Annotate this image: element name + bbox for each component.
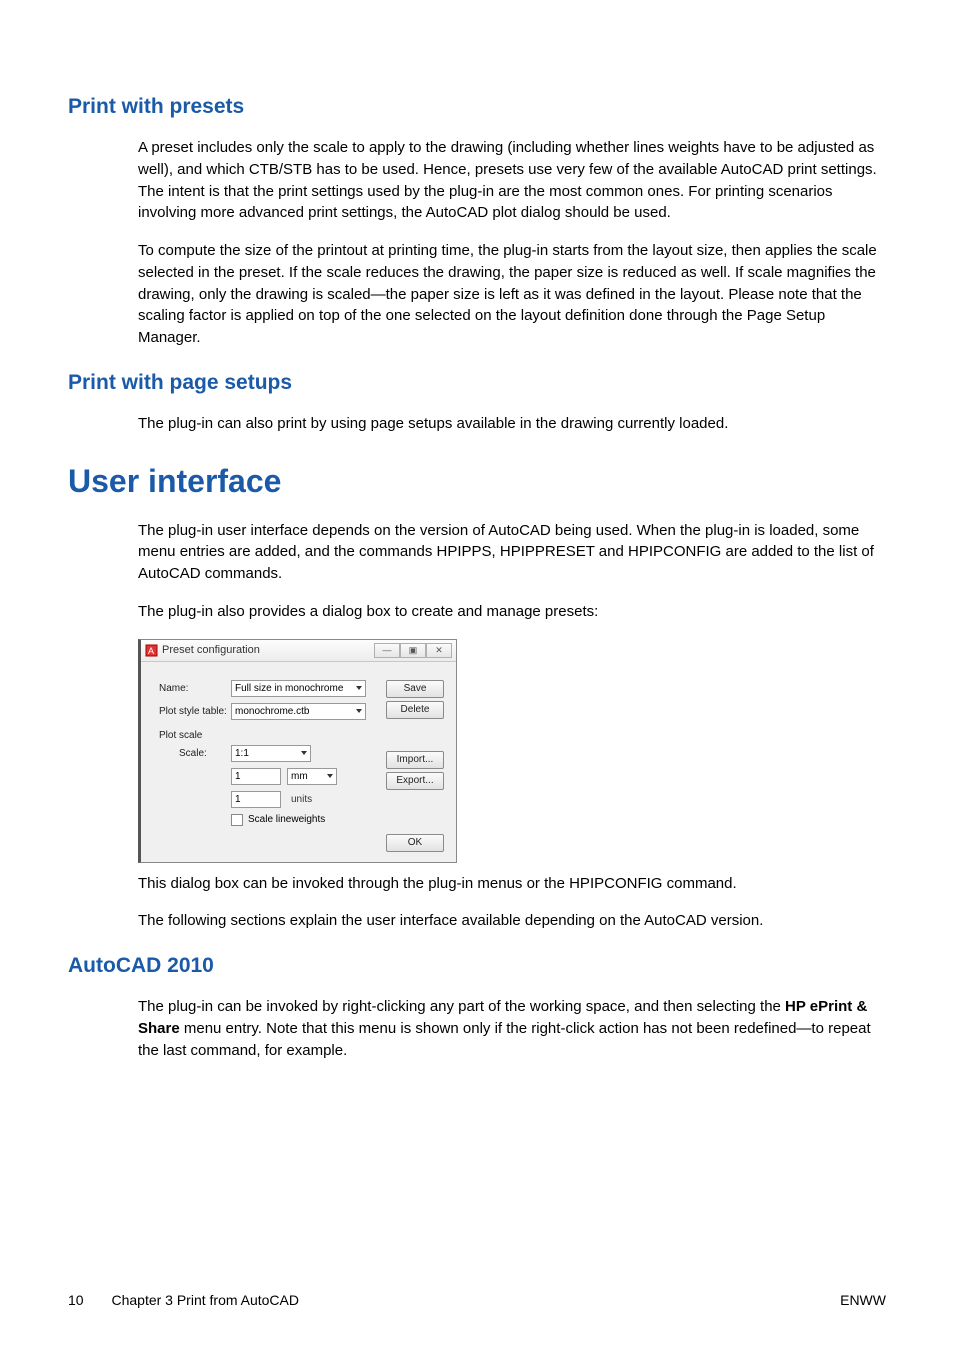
heading-print-with-page-setups: Print with page setups	[68, 371, 886, 395]
scale-value: 1:1	[235, 746, 249, 761]
units-label: units	[291, 794, 312, 805]
chevron-down-icon	[327, 774, 333, 778]
paragraph: The plug-in also provides a dialog box t…	[138, 601, 886, 623]
lineweights-label: Scale lineweights	[248, 814, 325, 825]
lineweights-checkbox[interactable]	[231, 814, 243, 826]
chevron-down-icon	[356, 686, 362, 690]
plotstyle-dropdown[interactable]: monochrome.ctb	[231, 703, 366, 720]
paragraph: The plug-in can also print by using page…	[138, 413, 886, 435]
svg-text:A: A	[148, 646, 154, 656]
close-button[interactable]: ✕	[426, 643, 452, 658]
ok-button[interactable]: OK	[386, 834, 444, 852]
heading-print-with-presets: Print with presets	[68, 95, 886, 119]
scale-unit-value: mm	[291, 769, 308, 784]
paragraph: This dialog box can be invoked through t…	[138, 873, 886, 895]
dialog-title: Preset configuration	[162, 644, 260, 656]
plotstyle-label: Plot style table:	[159, 706, 231, 717]
maximize-button[interactable]: ▣	[400, 643, 426, 658]
paragraph: A preset includes only the scale to appl…	[138, 137, 886, 224]
scale-dropdown[interactable]: 1:1	[231, 745, 311, 762]
export-button[interactable]: Export...	[386, 772, 444, 790]
scale-label: Scale:	[179, 748, 231, 759]
text-run: The plug-in can be invoked by right-clic…	[138, 998, 785, 1015]
save-button[interactable]: Save	[386, 680, 444, 698]
chapter-label: Chapter 3 Print from AutoCAD	[111, 1292, 299, 1308]
text-run: menu entry. Note that this menu is shown…	[138, 1020, 871, 1059]
scale-num2-value: 1	[235, 792, 241, 807]
delete-button[interactable]: Delete	[386, 701, 444, 719]
scale-num1-input[interactable]: 1	[231, 768, 281, 785]
lang-code: ENWW	[840, 1292, 886, 1308]
name-value: Full size in monochrome	[235, 681, 343, 696]
page-footer: 10 Chapter 3 Print from AutoCAD ENWW	[68, 1292, 886, 1308]
paragraph: The following sections explain the user …	[138, 910, 886, 932]
paragraph: The plug-in can be invoked by right-clic…	[138, 996, 886, 1061]
app-icon: A	[145, 644, 158, 657]
paragraph: To compute the size of the printout at p…	[138, 240, 886, 349]
scale-num1-value: 1	[235, 769, 241, 784]
name-dropdown[interactable]: Full size in monochrome	[231, 680, 366, 697]
name-label: Name:	[159, 683, 231, 694]
chevron-down-icon	[356, 709, 362, 713]
import-button[interactable]: Import...	[386, 751, 444, 769]
heading-user-interface: User interface	[68, 463, 886, 500]
plotstyle-value: monochrome.ctb	[235, 704, 309, 719]
page-number: 10	[68, 1292, 84, 1308]
paragraph: The plug-in user interface depends on th…	[138, 520, 886, 585]
heading-autocad-2010: AutoCAD 2010	[68, 954, 886, 978]
preset-config-dialog: A Preset configuration — ▣ ✕ Name: Full …	[138, 639, 886, 863]
chevron-down-icon	[301, 751, 307, 755]
minimize-button[interactable]: —	[374, 643, 400, 658]
scale-unit-dropdown[interactable]: mm	[287, 768, 337, 785]
scale-num2-input[interactable]: 1	[231, 791, 281, 808]
dialog-titlebar: A Preset configuration — ▣ ✕	[141, 640, 456, 662]
